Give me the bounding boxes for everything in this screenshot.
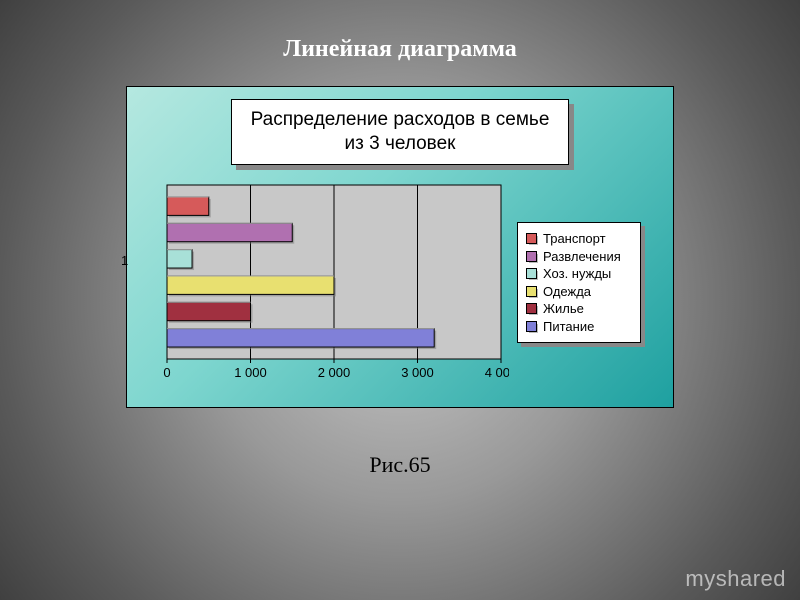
svg-text:4 000: 4 000 — [485, 365, 509, 380]
svg-text:2 000: 2 000 — [318, 365, 351, 380]
legend-swatch — [526, 251, 537, 262]
y-category-label: 1 — [121, 253, 128, 268]
legend-label: Жилье — [543, 301, 584, 316]
legend: Транспорт Развлечения Хоз. нужды Одежда Жиль… — [517, 222, 641, 344]
figure-caption: Рис.65 — [0, 452, 800, 478]
legend-label: Одежда — [543, 284, 591, 299]
legend-label: Развлечения — [543, 249, 621, 264]
svg-text:3 000: 3 000 — [401, 365, 434, 380]
legend-label: Транспорт — [543, 231, 606, 246]
chart-title: Распределение расходов в семье из 3 чело… — [231, 99, 569, 165]
legend-item: Одежда — [526, 284, 632, 299]
chart-frame: Распределение расходов в семье из 3 чело… — [126, 86, 674, 408]
legend-swatch — [526, 321, 537, 332]
watermark: myshared — [685, 566, 786, 592]
svg-text:0: 0 — [163, 365, 170, 380]
chart-svg: 0 1 000 2 000 3 000 4 000 — [139, 179, 509, 387]
legend-swatch — [526, 268, 537, 279]
legend-label: Хоз. нужды — [543, 266, 611, 281]
legend-swatch — [526, 233, 537, 244]
legend-label: Питание — [543, 319, 594, 334]
legend-item: Жилье — [526, 301, 632, 316]
legend-item: Хоз. нужды — [526, 266, 632, 281]
svg-text:1 000: 1 000 — [234, 365, 267, 380]
legend-item: Транспорт — [526, 231, 632, 246]
legend-swatch — [526, 303, 537, 314]
legend-swatch — [526, 286, 537, 297]
chart-title-box: Распределение расходов в семье из 3 чело… — [231, 99, 569, 165]
legend-item: Развлечения — [526, 249, 632, 264]
page-title: Линейная диаграмма — [0, 36, 800, 63]
chart-plot: 1 01 0002 0003 0004 000 — [139, 179, 509, 387]
legend-item: Питание — [526, 319, 632, 334]
